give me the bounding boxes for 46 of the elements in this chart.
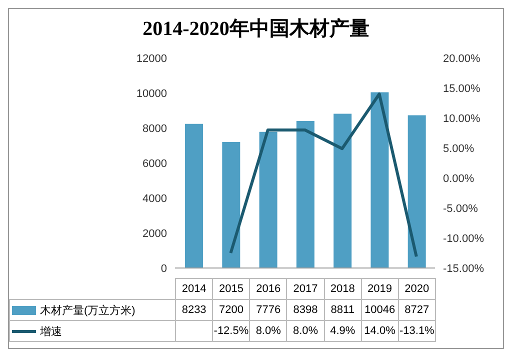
legend-label: 木材产量(万立方米) <box>10 300 176 320</box>
y2-tick-label: 0.00% <box>443 172 474 185</box>
y-tick-label: 2000 <box>142 228 167 240</box>
data-label: 10046 <box>361 300 398 320</box>
y2-tick-label: 20.00% <box>443 52 481 65</box>
y-tick-label: 12000 <box>136 52 167 65</box>
y2-tick-label: 15.00% <box>443 82 481 95</box>
bar <box>296 121 314 268</box>
x-tick-label: 2016 <box>250 278 287 300</box>
data-label: 8727 <box>398 300 436 320</box>
y-tick-label: 10000 <box>136 88 167 100</box>
data-label: 14.0% <box>361 320 398 342</box>
data-label: 7200 <box>212 300 250 320</box>
y2-tick-label: 10.00% <box>443 112 481 125</box>
x-tick-label: 2014 <box>176 278 213 300</box>
data-label: 7776 <box>250 300 287 320</box>
data-label: 8233 <box>176 300 213 320</box>
data-label: 8.0% <box>250 320 287 342</box>
y-tick-label: 0 <box>160 262 167 275</box>
y-tick-label: 4000 <box>142 192 167 205</box>
y-tick-label: 6000 <box>142 158 167 170</box>
y2-tick-label: -15.00% <box>443 262 484 275</box>
chart-title: 2014-2020年中国木材产量 <box>142 16 370 42</box>
data-label: 4.9% <box>324 320 362 342</box>
data-label: 8.0% <box>286 320 324 342</box>
data-label: 8811 <box>324 300 362 320</box>
bar <box>259 132 278 268</box>
data-label: 8398 <box>286 300 324 320</box>
x-tick-label: 2018 <box>324 278 362 300</box>
legend-label: 增速 <box>10 320 176 342</box>
bar <box>408 115 426 268</box>
bar <box>185 124 203 268</box>
line-series <box>229 92 418 258</box>
x-tick-label: 2020 <box>398 278 436 300</box>
y2-tick-label: 5.00% <box>443 142 474 155</box>
data-label: -12.5% <box>212 320 250 342</box>
bar <box>334 114 352 268</box>
bar <box>370 92 389 268</box>
y2-tick-label: -10.00% <box>443 232 484 245</box>
x-tick-label: 2019 <box>361 278 398 300</box>
x-tick-label: 2015 <box>212 278 250 300</box>
bar <box>222 142 240 268</box>
y2-tick-label: -5.00% <box>443 202 478 215</box>
y-tick-label: 8000 <box>142 122 167 135</box>
data-label: -13.1% <box>398 320 436 342</box>
x-tick-label: 2017 <box>286 278 324 300</box>
